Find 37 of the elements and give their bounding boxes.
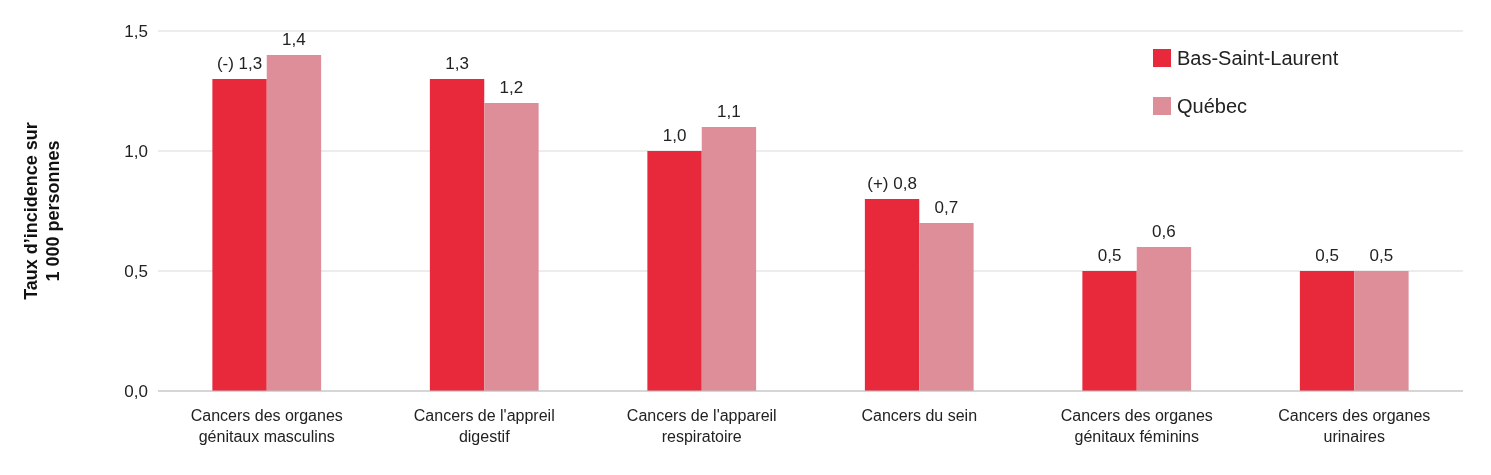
y-tick-label: 1,5 (124, 21, 148, 41)
bar (1299, 271, 1355, 391)
y-tick-label: 1,0 (124, 141, 148, 161)
y-tick-label: 0,5 (124, 261, 148, 281)
bar (212, 79, 267, 391)
x-tick-label: Cancers des organes urinaires (1278, 407, 1431, 445)
data-label: (-) 1,3 (216, 54, 263, 73)
bar (1082, 271, 1137, 391)
data-label: 1,1 (717, 102, 741, 121)
data-label: 1,3 (445, 54, 469, 73)
data-label: 0,5 (1369, 246, 1394, 265)
data-label: 1,0 (662, 126, 687, 145)
bar (919, 223, 974, 391)
data-label: 1,4 (282, 30, 306, 49)
x-tick-label: Cancers des organes génitaux masculins (190, 407, 343, 445)
legend-label: Québec (1177, 95, 1248, 117)
data-label: 0,7 (934, 198, 959, 217)
x-tick-label: Cancers de l'appareil respiratoire (626, 407, 777, 445)
data-label: 0,5 (1315, 246, 1339, 265)
data-label: 0,5 (1097, 246, 1122, 265)
bar (266, 55, 322, 391)
bar (701, 127, 757, 391)
x-tick-label: Cancers du sein (861, 407, 978, 424)
y-tick-label: 0,0 (124, 381, 148, 401)
data-label: (+) 0,8 (867, 174, 917, 193)
data-label: 1,2 (499, 78, 524, 97)
x-tick-label: Cancers des organes génitaux féminins (1060, 407, 1213, 445)
y-axis-title: Taux d’incidence sur 1 000 personnes (21, 122, 63, 300)
x-tick-label: Cancers de l'appreil digestif (413, 407, 555, 445)
bar (1136, 247, 1192, 391)
bar (647, 151, 702, 391)
bar (1354, 271, 1409, 391)
bar (429, 79, 485, 391)
bar (484, 103, 539, 391)
legend-label: Bas-Saint-Laurent (1177, 47, 1339, 69)
bar (864, 199, 920, 391)
data-label: 0,6 (1152, 222, 1176, 241)
